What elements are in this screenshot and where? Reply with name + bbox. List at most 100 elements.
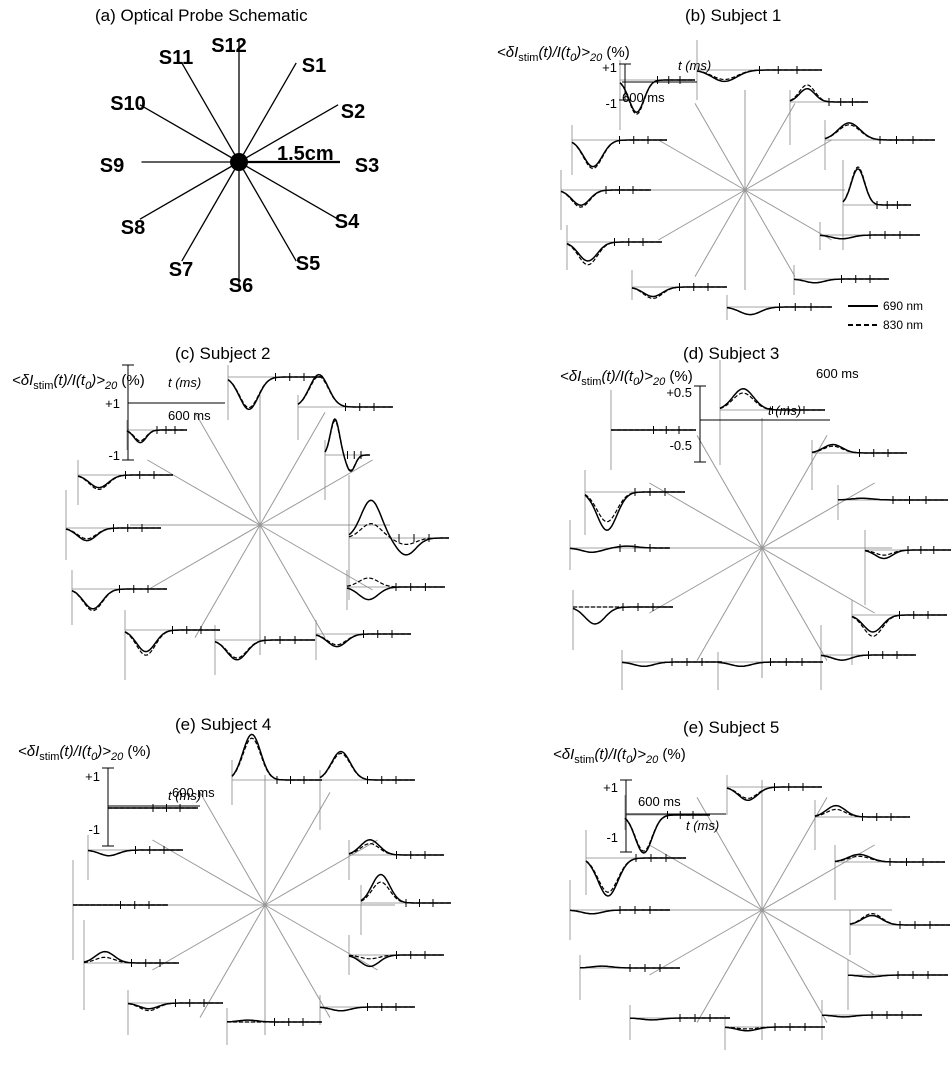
trace-s8 [71, 570, 167, 625]
y-scale-min-label: -1 [605, 96, 617, 111]
duration-label: 600 ms [816, 366, 859, 381]
spoke [658, 189, 746, 241]
trace-s3 [348, 475, 449, 600]
trace-s11 [624, 795, 710, 854]
trace-s5 [315, 620, 411, 660]
probe-arm [238, 161, 297, 262]
y-scale-max-label: +1 [602, 60, 617, 75]
trace-s11 [571, 125, 667, 175]
scale-annotation-4: +1 -1 t (ms)600 ms [85, 767, 215, 847]
spoke [259, 524, 326, 638]
series-830-line [227, 376, 323, 409]
y-scale-max-label: +0.5 [666, 385, 692, 400]
probe-schematic: S12 S1 S2 S3 S4 S5 S6 S7 S8 S9 S10 S11 1.5cm [100, 35, 379, 297]
trace-s2 [348, 839, 444, 880]
scale-annotation-1: +1 -1 t (ms) 600 ms [602, 58, 711, 111]
probe-arm [181, 161, 240, 262]
detector-dot [230, 153, 248, 171]
spoke [694, 189, 746, 277]
ylabel-subject-3: <δIstim(t)/I(t0)>20 (%) [560, 368, 693, 388]
scale-annotation-3: +0.5 -0.5 t (ms) 600 ms [666, 366, 859, 463]
trace-s1 [696, 40, 822, 100]
trace-s1 [814, 800, 910, 850]
duration-label: 600 ms [172, 785, 215, 800]
scale-annotation-5: +1 -1 t (ms) 600 ms [603, 779, 726, 853]
spoke [696, 909, 763, 1023]
probe-label-s10: S10 [110, 93, 146, 115]
trace-s3 [849, 910, 950, 955]
trace-s8 [631, 270, 727, 300]
probe-label-s12: S12 [211, 35, 247, 57]
probe-label-s3: S3 [355, 155, 379, 177]
trace-s6 [717, 652, 823, 690]
spoke [147, 459, 261, 526]
trace-s3 [824, 120, 935, 170]
trace-s4 [346, 570, 445, 610]
series-830-line [619, 79, 695, 115]
series-830-line [842, 166, 911, 206]
probe-label-s7: S7 [169, 259, 193, 281]
probe-label-s1: S1 [302, 55, 326, 77]
spoke [694, 103, 746, 191]
trace-s1 [297, 373, 393, 440]
legend-label-830: 830 nm [883, 318, 923, 332]
trace-s3 [360, 873, 451, 935]
ylabel-subject-5: <δIstim(t)/I(t0)>20 (%) [553, 746, 686, 766]
series-690-line [319, 750, 415, 781]
y-scale-min-label: -1 [606, 830, 618, 845]
trace-s7 [629, 1005, 730, 1040]
trace-s2 [837, 485, 948, 520]
probe-arm [238, 62, 297, 163]
series-830-line [324, 420, 370, 471]
spoke [696, 547, 763, 661]
probe-label-s2: S2 [341, 101, 365, 123]
spoke [649, 547, 763, 614]
series-830-line [631, 286, 727, 300]
spoke [147, 524, 261, 591]
subject-panel-3 [569, 360, 951, 690]
probe-arm [181, 62, 240, 163]
spoke [264, 839, 378, 906]
subject-panel-4 [72, 733, 451, 1045]
trace-s5 [319, 995, 415, 1025]
trace-s4 [851, 600, 947, 665]
trace-s9 [569, 520, 670, 570]
trace-s5 [819, 222, 920, 250]
spoke [761, 909, 875, 976]
spoke [658, 139, 746, 191]
duration-label: 600 ms [168, 408, 211, 423]
trace-s8 [83, 920, 179, 1010]
spoke [264, 792, 331, 906]
probe-label-s8: S8 [121, 217, 145, 239]
probe-arm [139, 104, 240, 163]
y-scale-min-label: -1 [88, 822, 100, 837]
panel-b-title: (b) Subject 1 [685, 6, 782, 25]
series-690-line [842, 168, 911, 206]
spoke [761, 547, 828, 661]
trace-s1 [319, 750, 415, 830]
spoke [761, 547, 875, 614]
spoke [259, 412, 326, 526]
trace-s6 [214, 625, 315, 675]
series-830-line [624, 814, 710, 852]
trace-s12 [231, 733, 322, 805]
trace-s9 [566, 225, 662, 270]
x-axis-label: t (ms) [678, 58, 711, 73]
spoke [649, 909, 763, 976]
series-690-line [227, 376, 323, 411]
trace-s9 [72, 860, 168, 960]
spoke [744, 189, 832, 241]
trace-s5 [820, 625, 916, 690]
legend-label-690: 690 nm [883, 299, 923, 313]
trace-s7 [726, 295, 832, 320]
trace-s4 [348, 935, 444, 975]
series-690-line [585, 857, 686, 897]
spoke [199, 904, 266, 1018]
probe-label-s6: S6 [229, 275, 253, 297]
trace-s4 [842, 160, 911, 250]
trace-s10 [584, 470, 685, 535]
probe-arm [238, 161, 339, 220]
trace-s12 [719, 360, 825, 465]
trace-s6 [793, 265, 889, 295]
